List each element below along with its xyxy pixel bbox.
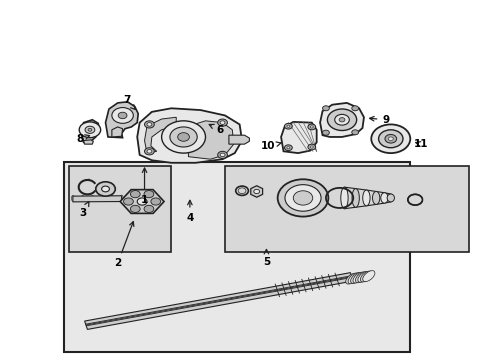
Text: 1: 1 bbox=[141, 168, 148, 205]
Polygon shape bbox=[81, 120, 99, 142]
Polygon shape bbox=[120, 190, 163, 213]
Ellipse shape bbox=[351, 189, 359, 207]
Circle shape bbox=[220, 153, 224, 157]
Circle shape bbox=[79, 122, 101, 138]
Text: 6: 6 bbox=[209, 125, 224, 135]
Circle shape bbox=[144, 148, 154, 155]
Ellipse shape bbox=[71, 195, 74, 201]
Circle shape bbox=[310, 146, 313, 148]
Ellipse shape bbox=[362, 271, 374, 282]
Polygon shape bbox=[112, 127, 122, 137]
Ellipse shape bbox=[386, 194, 394, 202]
Circle shape bbox=[144, 205, 154, 212]
Ellipse shape bbox=[91, 195, 94, 201]
Polygon shape bbox=[250, 186, 262, 197]
Circle shape bbox=[118, 112, 127, 119]
Text: 7: 7 bbox=[122, 95, 135, 109]
Circle shape bbox=[217, 119, 227, 126]
Circle shape bbox=[387, 137, 392, 140]
Polygon shape bbox=[84, 273, 352, 329]
Circle shape bbox=[322, 130, 329, 135]
Circle shape bbox=[285, 185, 321, 211]
Circle shape bbox=[137, 198, 147, 205]
Circle shape bbox=[253, 189, 259, 194]
Polygon shape bbox=[281, 122, 316, 153]
Circle shape bbox=[130, 205, 140, 212]
Ellipse shape bbox=[120, 195, 123, 201]
Ellipse shape bbox=[372, 192, 379, 204]
Text: 8: 8 bbox=[76, 134, 89, 144]
Circle shape bbox=[112, 108, 133, 123]
Circle shape bbox=[161, 121, 205, 153]
Circle shape bbox=[144, 121, 154, 128]
Circle shape bbox=[378, 130, 402, 148]
Text: 9: 9 bbox=[369, 115, 388, 125]
Circle shape bbox=[220, 121, 224, 125]
Text: 10: 10 bbox=[260, 141, 281, 151]
Circle shape bbox=[338, 118, 344, 122]
Circle shape bbox=[370, 125, 409, 153]
Ellipse shape bbox=[360, 271, 372, 282]
Polygon shape bbox=[137, 108, 242, 163]
Ellipse shape bbox=[81, 195, 84, 201]
Circle shape bbox=[286, 125, 289, 127]
Circle shape bbox=[130, 190, 140, 198]
Circle shape bbox=[96, 182, 115, 196]
Circle shape bbox=[151, 198, 160, 205]
Circle shape bbox=[144, 190, 154, 198]
Circle shape bbox=[88, 129, 92, 131]
Ellipse shape bbox=[357, 271, 369, 282]
Polygon shape bbox=[228, 135, 249, 144]
Circle shape bbox=[102, 186, 109, 192]
Circle shape bbox=[307, 144, 315, 150]
Ellipse shape bbox=[347, 273, 360, 284]
Text: 11: 11 bbox=[413, 139, 427, 149]
Circle shape bbox=[147, 123, 152, 126]
Circle shape bbox=[284, 123, 292, 129]
Circle shape bbox=[147, 149, 152, 153]
Circle shape bbox=[334, 114, 348, 125]
Circle shape bbox=[169, 127, 197, 147]
Text: 4: 4 bbox=[186, 200, 193, 222]
Ellipse shape bbox=[345, 273, 357, 284]
Polygon shape bbox=[105, 102, 138, 138]
Bar bbox=[64, 162, 409, 352]
Polygon shape bbox=[144, 117, 176, 153]
Circle shape bbox=[322, 106, 329, 111]
Polygon shape bbox=[320, 103, 363, 137]
Circle shape bbox=[384, 134, 396, 143]
Circle shape bbox=[310, 126, 313, 128]
Circle shape bbox=[284, 145, 292, 150]
Circle shape bbox=[85, 126, 95, 134]
Ellipse shape bbox=[380, 193, 387, 203]
Circle shape bbox=[123, 198, 133, 205]
Circle shape bbox=[293, 191, 312, 205]
Circle shape bbox=[177, 133, 189, 141]
Text: 5: 5 bbox=[262, 249, 269, 267]
Bar bbox=[224, 166, 468, 252]
Ellipse shape bbox=[350, 273, 362, 283]
Circle shape bbox=[307, 124, 315, 130]
Ellipse shape bbox=[101, 195, 103, 201]
Circle shape bbox=[351, 106, 358, 111]
Text: 3: 3 bbox=[79, 202, 89, 218]
Polygon shape bbox=[83, 140, 93, 144]
Ellipse shape bbox=[352, 272, 365, 283]
Circle shape bbox=[351, 130, 358, 135]
Circle shape bbox=[217, 151, 227, 158]
Ellipse shape bbox=[355, 272, 367, 283]
Circle shape bbox=[327, 109, 356, 131]
Polygon shape bbox=[188, 121, 233, 159]
Circle shape bbox=[277, 179, 328, 217]
Polygon shape bbox=[73, 196, 122, 202]
Ellipse shape bbox=[340, 187, 347, 209]
Ellipse shape bbox=[362, 190, 369, 206]
Bar bbox=[69, 166, 171, 252]
Text: 2: 2 bbox=[114, 221, 134, 268]
Ellipse shape bbox=[110, 195, 113, 201]
Circle shape bbox=[286, 147, 289, 149]
